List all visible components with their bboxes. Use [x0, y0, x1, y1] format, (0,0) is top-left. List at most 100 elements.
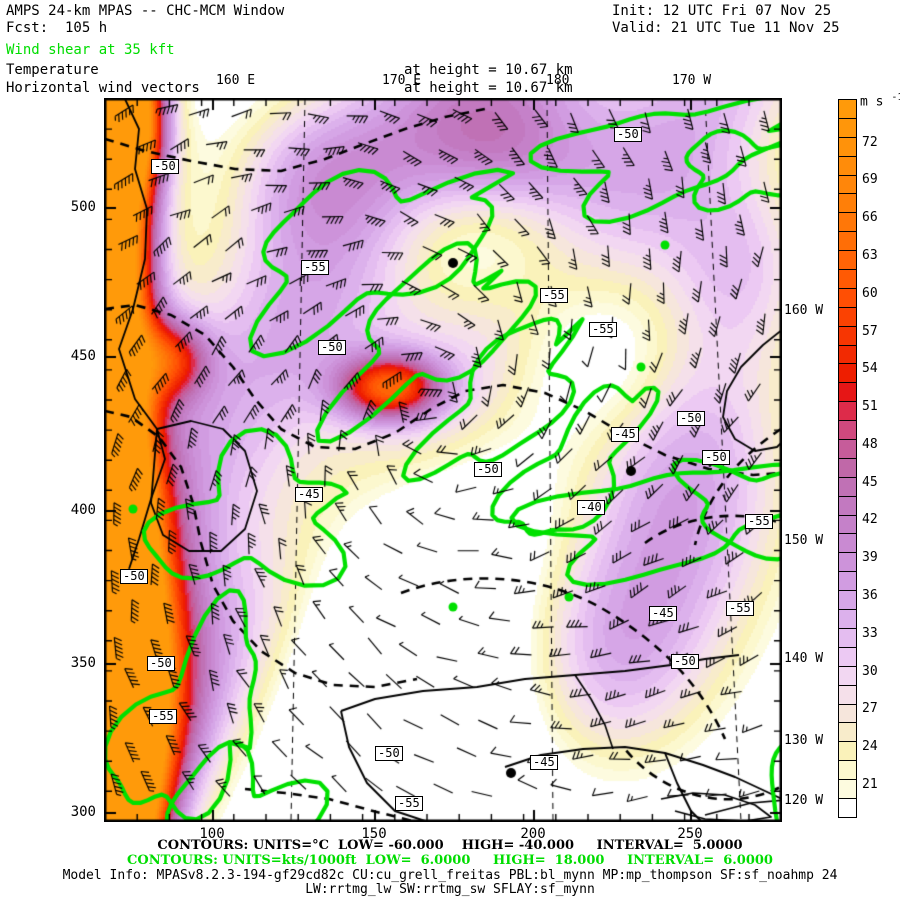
- contour-value-label: -55: [149, 709, 177, 724]
- contour-value-label: -55: [589, 322, 617, 337]
- longitude-label: 150 W: [784, 533, 824, 548]
- x-axis-tick-label: 150: [361, 826, 387, 842]
- colorbar-tick-label: 57: [862, 323, 878, 339]
- temperature-height-label: at height = 10.67 km: [404, 62, 573, 78]
- y-axis-tick-label: 500: [70, 199, 96, 215]
- longitude-label: 170 W: [672, 73, 712, 88]
- map-canvas: [105, 99, 781, 821]
- colorbar-cell: [838, 495, 857, 516]
- contour-value-label: -50: [318, 340, 346, 355]
- contour-value-label: -55: [395, 796, 423, 811]
- colorbar-cell: [838, 533, 857, 554]
- colorbar-tick-label: 63: [862, 247, 878, 263]
- colorbar-cell: [838, 117, 857, 138]
- colorbar-units-label: m s -1: [860, 92, 900, 110]
- contour-value-label: -50: [702, 450, 730, 465]
- colorbar-cell: [838, 382, 857, 403]
- y-axis-tick-label: 400: [70, 502, 96, 518]
- colorbar-tick-label: 21: [862, 776, 878, 792]
- colorbar-cell: [838, 476, 857, 497]
- colorbar-cell: [838, 174, 857, 195]
- model-info-line-1: Model Info: MPASv8.2.3-194-gf29cd82c CU:…: [62, 868, 838, 883]
- colorbar-tick-label: 48: [862, 436, 878, 452]
- longitude-label: 160 E: [216, 73, 256, 88]
- contour-value-label: -45: [611, 427, 639, 442]
- colorbar-tick-label: 33: [862, 625, 878, 641]
- init-time: Init: 12 UTC Fri 07 Nov 25: [612, 3, 832, 19]
- colorbar-cell: [838, 99, 857, 119]
- colorbar-cell: [838, 646, 857, 667]
- contour-value-label: -55: [745, 514, 773, 529]
- colorbar-cell: [838, 609, 857, 629]
- contour-value-label: -45: [530, 755, 558, 770]
- forecast-hour: Fcst: 105 h: [6, 20, 108, 36]
- colorbar-tick-label: 36: [862, 588, 878, 604]
- shear-contour-info: CONTOURS: UNITS=kts/1000ft LOW= 6.0000 H…: [127, 853, 773, 868]
- colorbar-cell: [838, 571, 857, 592]
- longitude-label: 170 E: [382, 73, 422, 88]
- colorbar-tick-label: 66: [862, 210, 878, 226]
- colorbar-tick-label: 72: [862, 134, 878, 150]
- colorbar-cell: [838, 287, 857, 308]
- colorbar-cell: [838, 590, 857, 611]
- contour-value-label: -45: [649, 606, 677, 621]
- colorbar-cell: [838, 136, 857, 157]
- contour-value-label: -50: [375, 746, 403, 761]
- contour-value-label: -50: [671, 654, 699, 669]
- longitude-label: 160 W: [784, 303, 824, 318]
- colorbar-cell: [838, 552, 857, 573]
- temperature-contour-info: CONTOURS: UNITS=°C LOW= -60.000 HIGH= -4…: [157, 838, 743, 853]
- colorbar-cell: [838, 269, 857, 289]
- wind-shear-legend-label: Wind shear at 35 kft: [6, 42, 175, 58]
- longitude-label: 130 W: [784, 733, 824, 748]
- colorbar-cell: [838, 665, 857, 686]
- colorbar[interactable]: [838, 99, 857, 818]
- colorbar-cell: [838, 344, 857, 365]
- contour-value-label: -50: [614, 127, 642, 142]
- wind-height-label: at height = 10.67 km: [404, 80, 573, 96]
- wind-vectors-legend-label: Horizontal wind vectors: [6, 80, 200, 96]
- map-plot-area[interactable]: -50 -55 -50 -50 -55 -55 -50 -45 -50 -50 -45 -40 -55 -…: [104, 98, 782, 822]
- colorbar-tick-label: 42: [862, 512, 878, 528]
- x-axis-tick-label: 200: [520, 826, 546, 842]
- colorbar-tick-label: 60: [862, 285, 878, 301]
- colorbar-cell: [838, 797, 857, 818]
- contour-value-label: -45: [295, 487, 323, 502]
- colorbar-cell: [838, 212, 857, 233]
- colorbar-cell: [838, 155, 857, 176]
- colorbar-cell: [838, 684, 857, 705]
- colorbar-cell: [838, 514, 857, 535]
- colorbar-cell: [838, 722, 857, 743]
- colorbar-cell: [838, 193, 857, 214]
- colorbar-tick-label: 39: [862, 550, 878, 566]
- colorbar-tick-label: 24: [862, 739, 878, 755]
- temperature-legend-label: Temperature: [6, 62, 99, 78]
- colorbar-cell: [838, 401, 857, 422]
- colorbar-tick-label: 45: [862, 474, 878, 490]
- colorbar-cell: [838, 703, 857, 724]
- colorbar-tick-label: 54: [862, 361, 878, 377]
- chart-title: AMPS 24-km MPAS -- CHC-MCM Window: [6, 3, 285, 19]
- contour-value-label: -55: [726, 601, 754, 616]
- colorbar-tick-label: 69: [862, 172, 878, 188]
- colorbar-cell: [838, 231, 857, 252]
- contour-value-label: -55: [540, 288, 568, 303]
- colorbar-tick-label: 27: [862, 701, 878, 717]
- colorbar-tick-label: 30: [862, 663, 878, 679]
- contour-value-label: -40: [577, 500, 605, 515]
- contour-value-label: -50: [120, 569, 148, 584]
- colorbar-cell: [838, 779, 857, 799]
- colorbar-cell: [838, 741, 857, 762]
- model-info-line-2: LW:rrtmg_lw SW:rrtmg_sw SFLAY:sf_mynn: [305, 882, 595, 897]
- colorbar-cell: [838, 457, 857, 478]
- contour-value-label: -50: [151, 159, 179, 174]
- x-axis-tick-label: 250: [677, 826, 703, 842]
- y-axis-tick-label: 450: [70, 348, 96, 364]
- colorbar-cell: [838, 760, 857, 781]
- x-axis-tick-label: 100: [199, 826, 225, 842]
- colorbar-cell: [838, 439, 857, 459]
- longitude-label: 140 W: [784, 651, 824, 666]
- contour-value-label: -50: [677, 411, 705, 426]
- colorbar-cell: [838, 325, 857, 346]
- longitude-label: 120 W: [784, 793, 824, 808]
